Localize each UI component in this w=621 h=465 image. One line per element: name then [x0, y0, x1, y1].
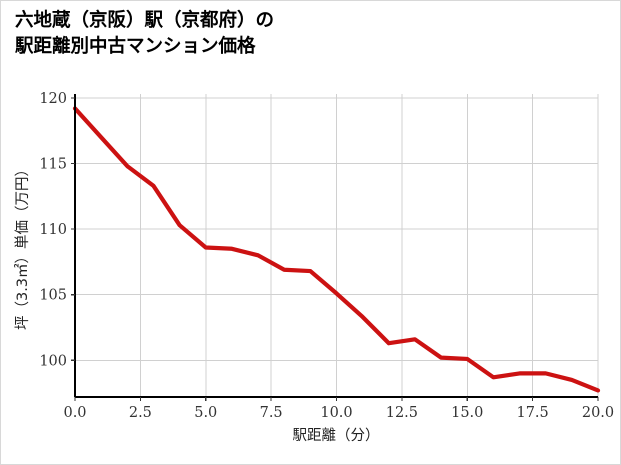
y-tick-label: 120	[39, 91, 67, 107]
x-tick-label: 7.5	[260, 405, 283, 421]
x-tick-labels: 0.0 2.5 5.0 7.5 10.0 12.5 15.0 17.5 20.0	[63, 405, 614, 421]
y-tick-label: 110	[39, 222, 67, 238]
y-axis-title: 坪（3.3㎡）単価（万円）	[14, 162, 31, 330]
x-axis-title: 駅距離（分）	[293, 426, 380, 444]
y-tick-label: 100	[39, 353, 67, 369]
x-tick-label: 12.5	[386, 405, 418, 421]
page-title: 六地蔵（京阪）駅（京都府）の 駅距離別中古マンション価格	[15, 10, 275, 57]
x-tick-label: 5.0	[194, 405, 217, 421]
data-series-group	[72, 106, 601, 393]
x-tick-label: 10.0	[320, 405, 352, 421]
x-tick-label: 2.5	[129, 405, 152, 421]
series-line-坪単価	[72, 106, 601, 393]
y-tick-label: 115	[39, 157, 67, 173]
x-tick-label: 20.0	[582, 405, 614, 421]
x-tick-label: 0.0	[63, 405, 86, 421]
y-tick-labels: 100 105 110 115 120	[39, 91, 67, 369]
x-tick-label: 17.5	[516, 405, 548, 421]
x-tick-label: 15.0	[451, 405, 483, 421]
y-tick-marks	[71, 97, 75, 361]
y-tick-label: 105	[39, 288, 67, 304]
x-tick-marks	[74, 397, 599, 401]
